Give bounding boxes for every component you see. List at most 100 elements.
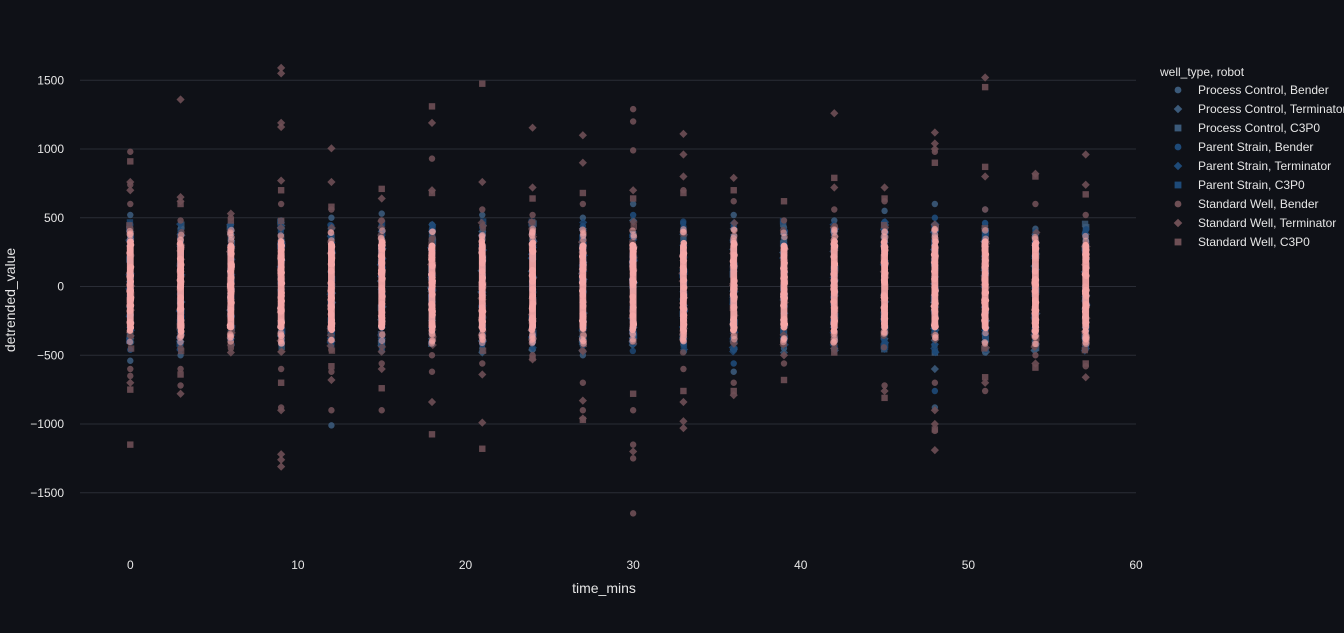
data-point xyxy=(1082,360,1089,367)
data-point xyxy=(629,253,637,261)
legend-label: Parent Strain, Bender xyxy=(1198,140,1313,154)
data-point xyxy=(278,335,285,342)
data-point xyxy=(379,275,386,282)
data-point xyxy=(680,330,688,338)
data-point xyxy=(127,365,134,373)
data-point xyxy=(579,416,587,424)
data-point xyxy=(328,407,335,414)
data-point xyxy=(126,378,135,387)
data-point xyxy=(278,269,285,276)
legend-item[interactable]: Process Control, Terminator xyxy=(1173,102,1344,116)
data-point xyxy=(327,293,335,300)
y-tick-label: 500 xyxy=(44,211,64,225)
data-point xyxy=(930,419,939,429)
data-point xyxy=(578,158,587,167)
data-point xyxy=(1081,150,1090,159)
data-point xyxy=(830,264,838,272)
data-point xyxy=(1031,333,1039,340)
data-point xyxy=(277,232,285,239)
data-point xyxy=(881,278,888,286)
data-point xyxy=(930,446,939,455)
data-point xyxy=(277,455,286,464)
data-point xyxy=(629,331,637,339)
data-point xyxy=(831,328,838,336)
data-point xyxy=(981,319,989,327)
data-point xyxy=(982,333,989,340)
data-point xyxy=(327,375,336,385)
data-point xyxy=(780,266,788,274)
data-point xyxy=(982,289,989,297)
data-point xyxy=(981,73,990,82)
data-point xyxy=(981,387,989,395)
data-point xyxy=(931,297,939,305)
data-point xyxy=(831,286,838,294)
data-point xyxy=(679,129,688,138)
data-point xyxy=(1081,220,1089,228)
data-point xyxy=(378,322,385,330)
data-point xyxy=(428,327,436,334)
data-point xyxy=(326,341,335,350)
data-point xyxy=(428,236,435,243)
data-point xyxy=(277,339,285,347)
data-point xyxy=(880,344,888,351)
data-point xyxy=(428,255,435,263)
data-point xyxy=(277,379,285,386)
data-point xyxy=(176,95,185,104)
data-point xyxy=(328,320,336,327)
data-point xyxy=(880,386,889,396)
data-point xyxy=(981,172,990,181)
data-point xyxy=(781,245,788,252)
data-point xyxy=(680,189,687,197)
legend-item[interactable]: Parent Strain, C3P0 xyxy=(1174,178,1305,192)
data-point xyxy=(730,226,738,233)
plot-area[interactable] xyxy=(125,63,1091,517)
legend-label: Process Control, Terminator xyxy=(1198,102,1344,116)
data-point xyxy=(277,217,285,225)
data-point xyxy=(378,210,385,217)
data-point xyxy=(779,351,789,360)
data-point xyxy=(880,330,888,337)
data-point xyxy=(1032,328,1039,335)
legend-item[interactable]: Process Control, C3P0 xyxy=(1174,121,1321,135)
data-point xyxy=(277,69,286,78)
data-point xyxy=(579,407,587,414)
data-point xyxy=(981,238,989,246)
data-point xyxy=(982,329,989,337)
data-point xyxy=(177,299,184,307)
data-point xyxy=(127,345,135,352)
legend-item[interactable]: Standard Well, C3P0 xyxy=(1174,235,1311,249)
legend-marker xyxy=(1174,124,1182,132)
data-point xyxy=(127,200,134,208)
data-point xyxy=(981,338,989,346)
data-point xyxy=(981,83,989,91)
data-point xyxy=(629,407,637,414)
data-point xyxy=(529,211,536,219)
data-point xyxy=(327,279,335,287)
data-point xyxy=(1032,200,1039,208)
data-point xyxy=(830,298,837,306)
legend-item[interactable]: Parent Strain, Bender xyxy=(1174,140,1314,154)
data-point xyxy=(1081,180,1090,189)
y-tick-label: 0 xyxy=(57,280,64,294)
x-tick-label: 10 xyxy=(291,558,305,572)
data-point xyxy=(1031,279,1038,287)
legend-item[interactable]: Standard Well, Bender xyxy=(1174,197,1319,211)
data-point xyxy=(780,290,787,298)
data-point xyxy=(1032,352,1039,359)
data-point xyxy=(579,189,587,197)
data-point xyxy=(881,228,889,235)
data-point xyxy=(529,354,536,362)
legend-item[interactable]: Parent Strain, Terminator xyxy=(1173,159,1331,173)
x-tick-label: 20 xyxy=(459,558,473,572)
data-point xyxy=(931,227,938,234)
data-point xyxy=(780,302,787,309)
data-point xyxy=(328,336,335,344)
data-point xyxy=(931,275,938,283)
data-point xyxy=(1032,173,1039,180)
legend-marker xyxy=(1174,143,1182,151)
legend-item[interactable]: Process Control, Bender xyxy=(1174,83,1329,97)
data-point xyxy=(126,338,134,346)
legend-item[interactable]: Standard Well, Terminator xyxy=(1173,216,1337,230)
data-point xyxy=(1081,346,1089,354)
data-point xyxy=(479,206,486,213)
